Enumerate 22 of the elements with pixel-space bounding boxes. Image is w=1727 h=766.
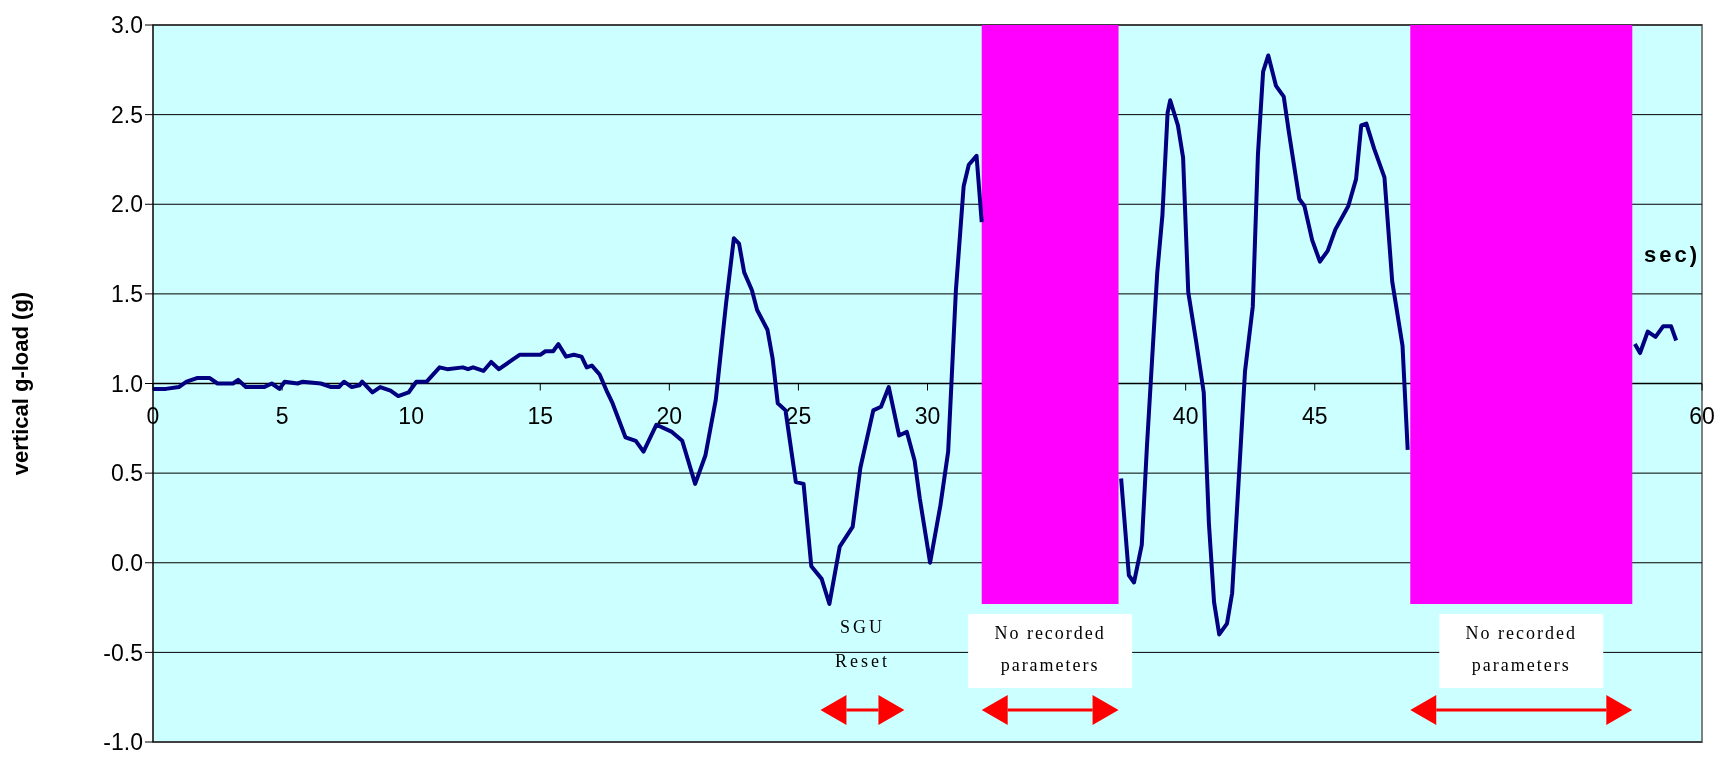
x-tick-label: 20 — [656, 402, 683, 429]
x-tick-label: 15 — [527, 402, 554, 429]
y-tick-label: 2.0 — [111, 191, 143, 218]
band-label: No recorded parameters — [994, 623, 1106, 675]
y-axis-title: vertical g-load (g) — [7, 291, 33, 476]
y-tick-label: 1.5 — [111, 281, 143, 308]
x-tick-label: 5 — [275, 402, 289, 429]
x-tick-label: 45 — [1301, 402, 1328, 429]
y-tick-label: 0.0 — [111, 549, 143, 576]
x-tick-label: 30 — [914, 402, 941, 429]
x-tick-label: 40 — [1172, 402, 1199, 429]
x-axis-title: sec) — [1643, 241, 1700, 267]
y-tick-label: 2.5 — [111, 101, 143, 128]
annotation: SGU Reset — [834, 617, 890, 672]
y-tick-label: 3.0 — [111, 12, 143, 39]
y-tick-label: -1.0 — [103, 729, 143, 756]
x-tick-label: 60 — [1689, 402, 1715, 429]
band-label: No recorded parameters — [1465, 623, 1578, 675]
y-tick-label: 1.0 — [111, 370, 143, 397]
x-tick-label: 10 — [398, 402, 424, 429]
y-tick-label: 0.5 — [111, 460, 143, 487]
y-tick-label: -0.5 — [103, 639, 143, 666]
